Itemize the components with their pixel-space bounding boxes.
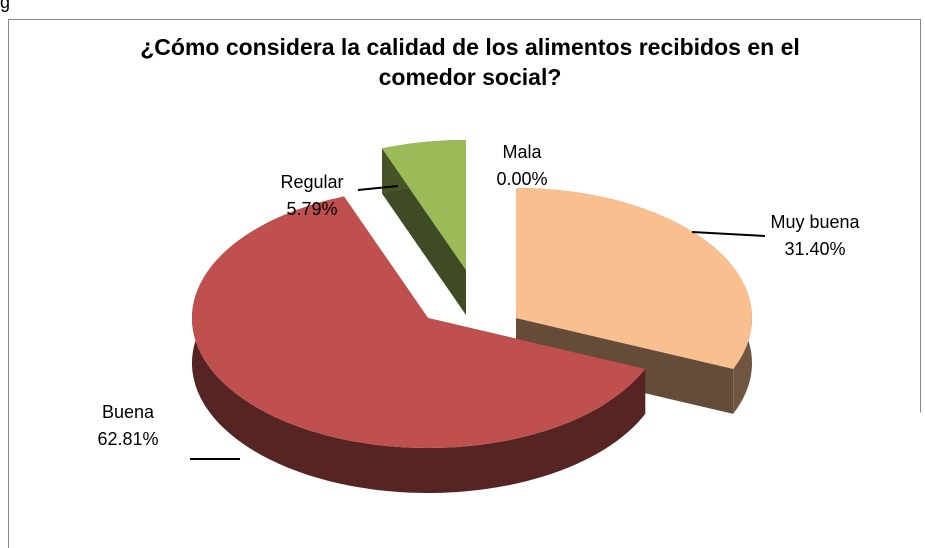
slice-label: Buena [102,402,155,422]
slice [382,140,466,270]
slice-value-label: 5.79% [286,199,337,219]
slice-value-label: 31.40% [784,239,845,259]
leader-line [691,231,766,237]
slice [192,196,646,448]
slice-value-label: 0.00% [496,169,547,189]
slice-value-label: 62.81% [97,429,158,449]
slice-label: Regular [280,172,343,192]
leader-line [357,185,399,191]
slice [516,188,752,369]
slice-side [382,148,466,315]
caption: g [0,0,11,12]
chart-frame [8,19,921,548]
slice-label: Mala [502,142,542,162]
chart-title: ¿Cómo considera la calidad de los alimen… [140,34,800,90]
slice-label: Muy buena [770,212,860,232]
